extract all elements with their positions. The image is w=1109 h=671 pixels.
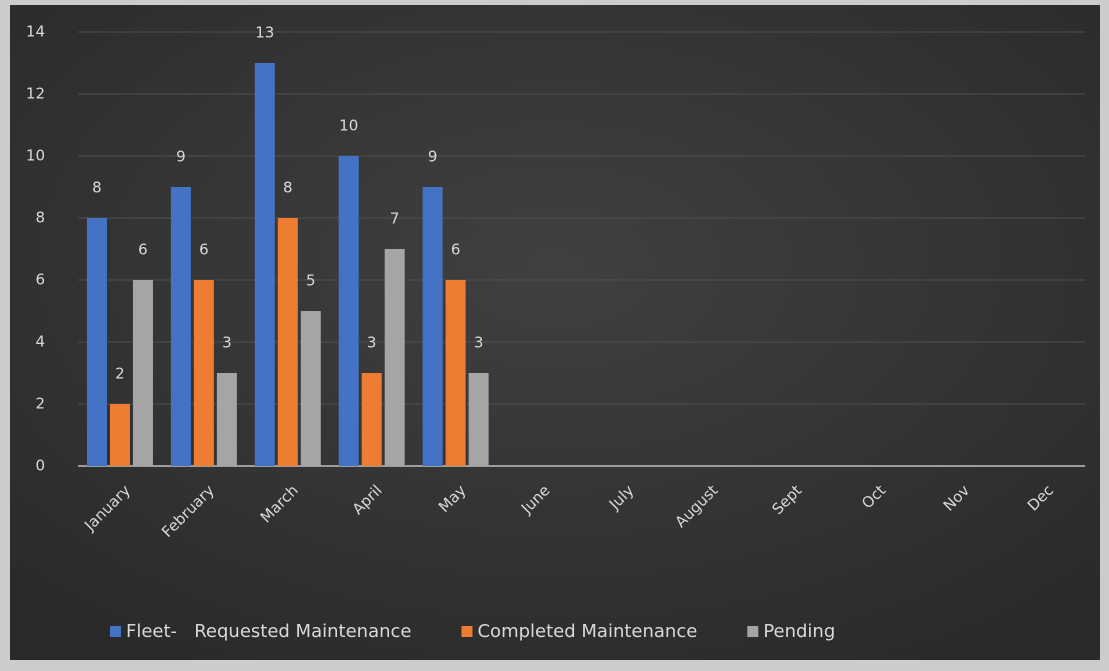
- y-tick-label: 4: [35, 333, 45, 351]
- data-label: 3: [367, 334, 377, 352]
- data-label: 8: [283, 179, 293, 197]
- legend-label: Pending: [763, 621, 835, 642]
- bar: [254, 63, 275, 466]
- bar: [468, 373, 489, 466]
- data-label: 6: [451, 241, 461, 259]
- legend-swatch: [461, 626, 473, 637]
- bar: [277, 218, 298, 466]
- legend-swatch: [747, 626, 759, 637]
- legend-label: Fleet- Requested Maintenance: [126, 621, 411, 642]
- chart-panel: [10, 5, 1100, 660]
- bar: [86, 218, 107, 466]
- bar: [384, 249, 405, 466]
- bar: [216, 373, 237, 466]
- bar: [109, 404, 130, 466]
- data-label: 3: [474, 334, 484, 352]
- bar: [193, 280, 214, 466]
- y-tick-label: 2: [35, 395, 45, 413]
- data-label: 9: [428, 148, 438, 166]
- y-tick-label: 6: [35, 271, 45, 289]
- data-label: 9: [176, 148, 186, 166]
- legend-swatch: [110, 626, 121, 637]
- data-label: 10: [339, 117, 358, 135]
- data-label: 2: [115, 365, 125, 383]
- data-label: 3: [222, 334, 232, 352]
- bar: [170, 187, 191, 466]
- bar: [361, 373, 382, 466]
- data-label: 6: [138, 241, 148, 259]
- bar: [338, 156, 359, 466]
- y-tick-label: 14: [26, 23, 45, 41]
- y-tick-label: 10: [26, 147, 45, 165]
- y-tick-label: 8: [35, 209, 45, 227]
- bar: [300, 311, 321, 466]
- data-label: 6: [199, 241, 209, 259]
- bar: [422, 187, 443, 466]
- y-tick-label: 12: [26, 85, 45, 103]
- data-label: 7: [390, 210, 400, 228]
- bar: [132, 280, 153, 466]
- data-label: 13: [255, 24, 274, 42]
- data-label: 5: [306, 272, 316, 290]
- legend-label: Completed Maintenance: [477, 621, 697, 642]
- y-tick-label: 0: [35, 457, 45, 475]
- data-label: 8: [92, 179, 102, 197]
- bar: [445, 280, 466, 466]
